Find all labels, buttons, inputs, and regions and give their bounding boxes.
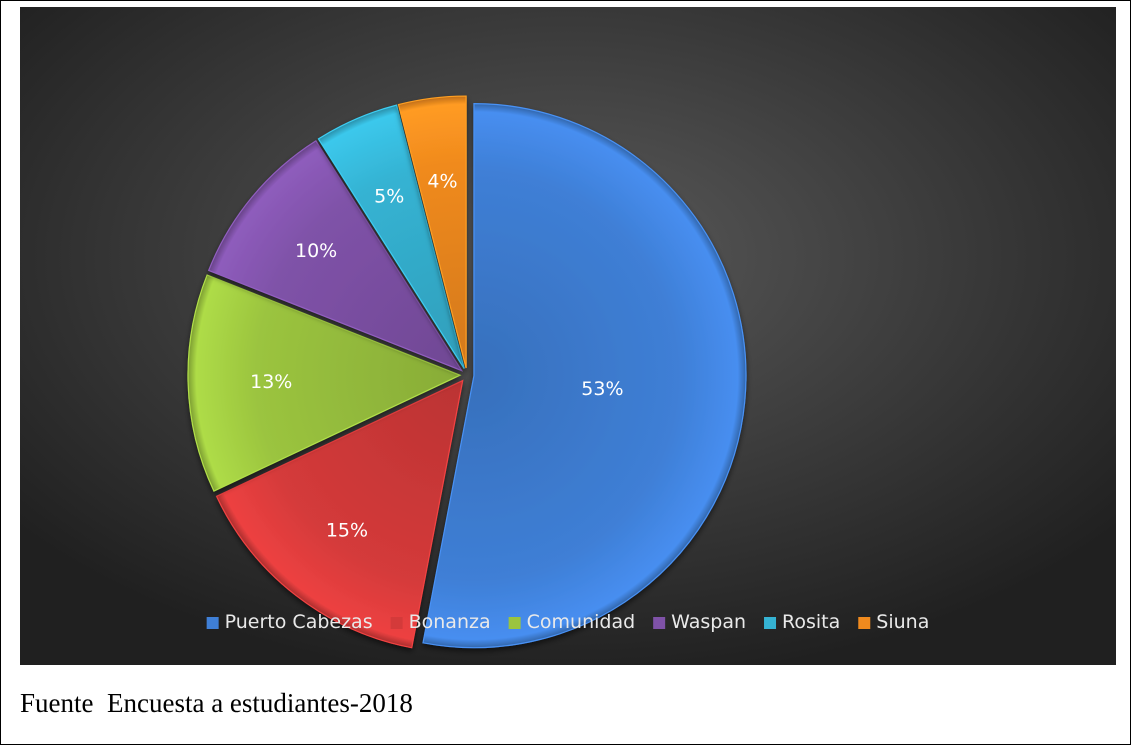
pie-slice-bonanza <box>215 379 464 649</box>
legend: Puerto Cabezas Bonanza Comunidad Waspan Rosi… <box>206 611 929 633</box>
pie-slice-siuna <box>397 95 467 369</box>
legend-label-rosita: Rosita <box>782 611 840 633</box>
legend-swatch-siuna <box>858 617 871 629</box>
data-label-comunidad: 13% <box>250 371 292 393</box>
legend-swatch-comunidad <box>508 617 521 629</box>
legend-label-bonanza: Bonanza <box>409 611 491 633</box>
pie-slice-puerto-cabezas <box>422 103 747 649</box>
pie-chart: 53% 15% 13% 10% 5% 4% Puerto Cabezas Bonanza Co… <box>20 7 1116 665</box>
pie-slice-waspan <box>207 140 464 372</box>
legend-swatch-rosita <box>764 617 777 629</box>
legend-swatch-bonanza <box>390 617 403 629</box>
legend-label-comunidad: Comunidad <box>527 611 636 633</box>
data-label-bonanza: 15% <box>326 520 368 542</box>
pie-data-labels: 53% 15% 13% 10% 5% 4% <box>250 171 623 542</box>
data-label-puerto-cabezas: 53% <box>581 378 623 400</box>
data-label-waspan: 10% <box>295 240 337 262</box>
legend-swatch-waspan <box>653 617 666 629</box>
data-label-rosita: 5% <box>374 185 404 207</box>
legend-swatch-puerto-cabezas <box>206 617 219 629</box>
pie-slices <box>187 95 747 649</box>
data-label-siuna: 4% <box>427 171 457 193</box>
pie-slice-rosita <box>317 104 465 369</box>
source-note: Fuente Encuesta a estudiantes-2018 <box>20 688 413 718</box>
legend-label-puerto-cabezas: Puerto Cabezas <box>225 611 373 633</box>
pie-slice-comunidad <box>187 274 462 492</box>
legend-label-waspan: Waspan <box>671 611 746 633</box>
pie-chart-svg: 53% 15% 13% 10% 5% 4% Puerto Cabezas Bonanza Co… <box>20 7 1116 665</box>
legend-label-siuna: Siuna <box>876 611 929 633</box>
